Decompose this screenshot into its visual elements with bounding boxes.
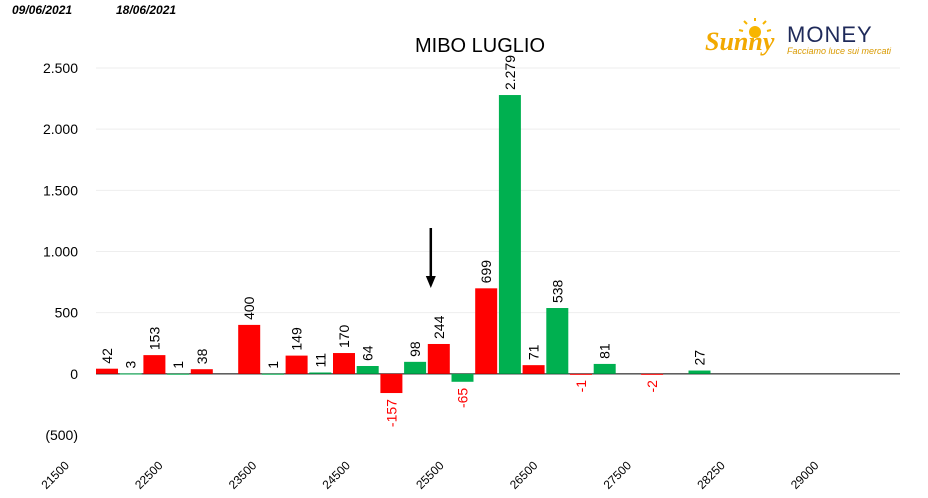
x-tick-label: 25500 bbox=[413, 458, 447, 492]
bar-538 bbox=[546, 308, 569, 374]
bar-1 bbox=[261, 373, 284, 375]
data-label: 1 bbox=[265, 361, 281, 369]
chart-title: MIBO LUGLIO bbox=[415, 35, 545, 57]
data-label: 149 bbox=[289, 327, 305, 351]
x-tick-label: 28250 bbox=[694, 458, 728, 492]
data-label: 1 bbox=[170, 361, 186, 369]
x-tick-label: 21500 bbox=[38, 458, 72, 492]
data-label: 42 bbox=[99, 348, 115, 364]
bar--1 bbox=[570, 373, 592, 375]
bar-149 bbox=[285, 355, 308, 374]
bar-244 bbox=[427, 343, 450, 374]
y-tick-label: 500 bbox=[55, 305, 79, 321]
x-tick-label: 26500 bbox=[507, 458, 541, 492]
x-tick-label: 27500 bbox=[601, 458, 635, 492]
logo-brand-sunny: Sunny bbox=[705, 27, 775, 56]
data-label: 71 bbox=[526, 344, 542, 360]
bar-42 bbox=[96, 368, 118, 374]
y-tick-label: 1.500 bbox=[43, 182, 78, 198]
data-label: -2 bbox=[644, 380, 660, 393]
data-label: 98 bbox=[407, 341, 423, 357]
data-label: 27 bbox=[692, 350, 708, 366]
data-label: 153 bbox=[146, 327, 162, 351]
bar-71 bbox=[522, 365, 545, 374]
y-tick-label: 2.500 bbox=[43, 60, 78, 76]
down-arrow-icon-head bbox=[425, 276, 436, 288]
data-label: -1 bbox=[573, 380, 589, 393]
bar-400 bbox=[238, 324, 261, 374]
bar-98 bbox=[404, 361, 427, 374]
bar-3 bbox=[119, 373, 142, 375]
bar--65 bbox=[451, 373, 474, 382]
sun-icon bbox=[738, 18, 772, 38]
logo-brand-money: MONEY bbox=[787, 22, 873, 47]
bar-27 bbox=[688, 370, 711, 374]
data-label: 64 bbox=[360, 345, 376, 361]
x-tick-label: 29000 bbox=[788, 458, 822, 492]
bar-1 bbox=[167, 373, 190, 375]
bar-38 bbox=[190, 369, 213, 374]
y-tick-label: 0 bbox=[70, 366, 78, 382]
data-label: 538 bbox=[549, 279, 565, 303]
data-label: -65 bbox=[455, 388, 471, 408]
bar-64 bbox=[356, 366, 379, 374]
logo-tagline: Facciamo luce sui mercati bbox=[787, 46, 892, 56]
data-label: 2.279 bbox=[502, 55, 518, 90]
y-tick-label: 1.000 bbox=[43, 244, 78, 260]
x-tick-label: 23500 bbox=[226, 458, 260, 492]
sunny-money-logo: Sunny MONEY Facciamo luce sui mercati bbox=[705, 18, 892, 56]
x-tick-label: 24500 bbox=[320, 458, 354, 492]
y-tick-label: 2.000 bbox=[43, 121, 78, 137]
bar-81 bbox=[593, 363, 616, 374]
start-date: 09/06/2021 bbox=[12, 3, 73, 17]
data-label: 3 bbox=[123, 360, 139, 368]
bar-153 bbox=[143, 355, 166, 374]
data-label: 38 bbox=[194, 348, 210, 364]
x-tick-label: 22500 bbox=[132, 458, 166, 492]
bar-2.279 bbox=[498, 95, 521, 374]
data-label: 81 bbox=[597, 343, 613, 359]
data-label: 170 bbox=[336, 324, 352, 348]
bar--2 bbox=[641, 373, 664, 375]
bar-11 bbox=[309, 372, 332, 374]
end-date: 18/06/2021 bbox=[116, 3, 177, 17]
bar-699 bbox=[475, 288, 498, 374]
bar-170 bbox=[333, 353, 355, 374]
data-label: 244 bbox=[431, 315, 447, 339]
data-label: 699 bbox=[478, 260, 494, 284]
data-label: -157 bbox=[383, 399, 399, 427]
bar--157 bbox=[380, 373, 403, 394]
data-label: 400 bbox=[241, 296, 257, 320]
data-label: 11 bbox=[312, 353, 328, 368]
y-tick-label: (500) bbox=[45, 427, 78, 443]
